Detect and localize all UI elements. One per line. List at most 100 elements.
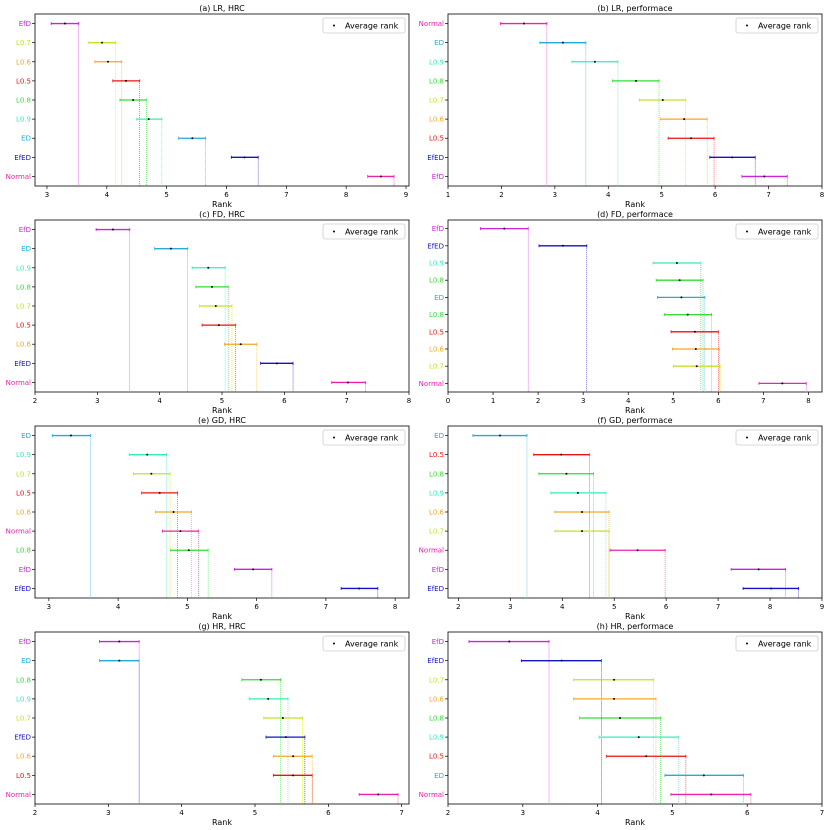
y-tick-label: L0.9 xyxy=(16,451,31,459)
y-tick-label: Normal xyxy=(6,528,31,536)
legend-label: Average rank xyxy=(758,640,812,649)
average-rank-point xyxy=(107,60,110,63)
y-tick-label: Normal xyxy=(6,173,31,181)
y-tick-label: L0.7 xyxy=(16,39,31,47)
y-tick-label: EfED xyxy=(427,154,444,162)
average-rank-point xyxy=(637,736,640,739)
panel-4: (d) FD, performace 0 1 2 3 4 5 6 7 8 Rank EfD EfED L0… xyxy=(419,210,823,415)
average-rank-point xyxy=(636,549,639,552)
average-rank-point xyxy=(561,41,564,44)
x-tick-label: 2 xyxy=(33,397,37,405)
x-tick-label: 4 xyxy=(157,397,162,405)
y-tick-label: L0.7 xyxy=(16,470,31,478)
average-rank-point xyxy=(214,305,217,307)
y-tick-label: EfD xyxy=(19,566,31,574)
average-rank-point xyxy=(503,227,506,230)
y-tick-label: EfD xyxy=(432,638,444,646)
panel-title: (d) FD, performace xyxy=(597,210,673,219)
average-rank-point xyxy=(593,60,596,63)
x-tick-label: 5 xyxy=(612,603,616,611)
y-tick-label: EfED xyxy=(14,734,31,742)
legend-label: Average rank xyxy=(345,228,399,237)
panel-3: (c) FD, HRC 2 3 4 5 6 7 8 Rank EfD ED L0.9 L0.8 L0.7 L… xyxy=(6,210,412,415)
average-rank-point xyxy=(132,99,135,101)
average-rank-point xyxy=(172,511,175,513)
average-rank-point xyxy=(581,530,584,533)
y-tick-label: L0.5 xyxy=(429,328,444,336)
legend-label: Average rank xyxy=(758,22,812,31)
y-tick-label: L0.8 xyxy=(429,277,444,285)
average-rank-point xyxy=(635,79,638,82)
y-tick-label: EfED xyxy=(14,360,31,368)
x-tick-label: 2 xyxy=(536,397,540,405)
average-rank-point xyxy=(693,330,696,333)
legend-marker xyxy=(333,436,335,439)
average-rank-point xyxy=(217,324,220,327)
legend-box xyxy=(322,223,406,240)
panel-5: (e) GD, HRC 3 4 5 6 7 8 Rank ED L0.9 L0.7 L0.5 L0.6 N… xyxy=(6,416,410,621)
x-tick-label: 8 xyxy=(407,397,411,405)
panel-title: (c) FD, HRC xyxy=(199,210,245,219)
y-tick-label: L0.9 xyxy=(16,116,31,124)
y-tick-label: L0.6 xyxy=(429,509,445,517)
average-rank-point xyxy=(243,156,246,159)
average-rank-point xyxy=(275,362,278,365)
y-tick-label: L0.7 xyxy=(16,715,31,723)
y-tick-label: L0.5 xyxy=(16,322,31,330)
x-tick-label: 7 xyxy=(284,191,288,199)
y-tick-label: L0.5 xyxy=(429,451,444,459)
axes-frame xyxy=(34,631,410,805)
y-tick-label: L0.6 xyxy=(16,58,32,66)
panel-title: (b) LR, performace xyxy=(597,4,672,13)
x-tick-label: 7 xyxy=(344,397,348,405)
panel-8: (h) HR, performace 2 3 4 5 6 7 Rank EfD EfED L0.7 L… xyxy=(419,622,825,827)
average-rank-point xyxy=(690,137,693,140)
x-tick-label: 7 xyxy=(761,397,765,405)
x-tick-label: 4 xyxy=(595,809,600,817)
average-rank-point xyxy=(284,736,287,739)
legend-marker xyxy=(333,642,335,645)
x-tick-label: 6 xyxy=(326,809,331,817)
y-tick-label: EfD xyxy=(432,566,444,574)
x-tick-label: 7 xyxy=(324,603,328,611)
x-tick-label: 3 xyxy=(553,191,557,199)
axes-frame xyxy=(34,425,410,599)
panel-title: (e) GD, HRC xyxy=(198,416,246,425)
y-tick-label: L0.7 xyxy=(429,528,444,536)
panel-6: (f) GD, performace 2 3 4 5 6 7 8 9 Rank ED L0.5 L0.8… xyxy=(419,416,825,621)
x-tick-label: 7 xyxy=(820,809,824,817)
average-rank-point xyxy=(731,156,734,159)
y-tick-label: L0.9 xyxy=(429,260,444,268)
y-tick-label: EfED xyxy=(14,154,31,162)
legend-box xyxy=(322,429,406,446)
average-rank-point xyxy=(683,118,686,121)
y-tick-label: L0.9 xyxy=(16,264,31,272)
legend-label: Average rank xyxy=(345,640,399,649)
x-tick-label: 3 xyxy=(581,397,585,405)
y-tick-label: ED xyxy=(21,135,31,143)
legend-box xyxy=(735,429,819,446)
y-tick-label: L0.6 xyxy=(16,509,32,517)
average-rank-point xyxy=(695,365,698,368)
average-rank-point xyxy=(377,793,380,796)
x-tick-label: 5 xyxy=(220,397,224,405)
x-tick-label: 4 xyxy=(626,397,631,405)
y-tick-label: L0.5 xyxy=(429,135,444,143)
x-axis-label: Rank xyxy=(625,612,645,621)
x-tick-label: 6 xyxy=(254,603,259,611)
average-rank-point xyxy=(267,697,270,700)
x-axis-label: Rank xyxy=(212,200,232,209)
legend-label: Average rank xyxy=(758,228,812,237)
y-tick-label: ED xyxy=(21,432,31,440)
average-rank-point xyxy=(207,266,210,269)
average-rank-point xyxy=(576,491,579,494)
y-tick-label: L0.6 xyxy=(429,116,445,124)
average-rank-point xyxy=(680,296,683,299)
y-tick-label: EfED xyxy=(427,657,444,665)
average-rank-point xyxy=(560,453,563,456)
x-tick-label: 5 xyxy=(164,191,168,199)
y-tick-label: EfED xyxy=(14,585,31,593)
y-tick-label: Normal xyxy=(419,20,444,28)
legend-marker xyxy=(746,436,748,439)
